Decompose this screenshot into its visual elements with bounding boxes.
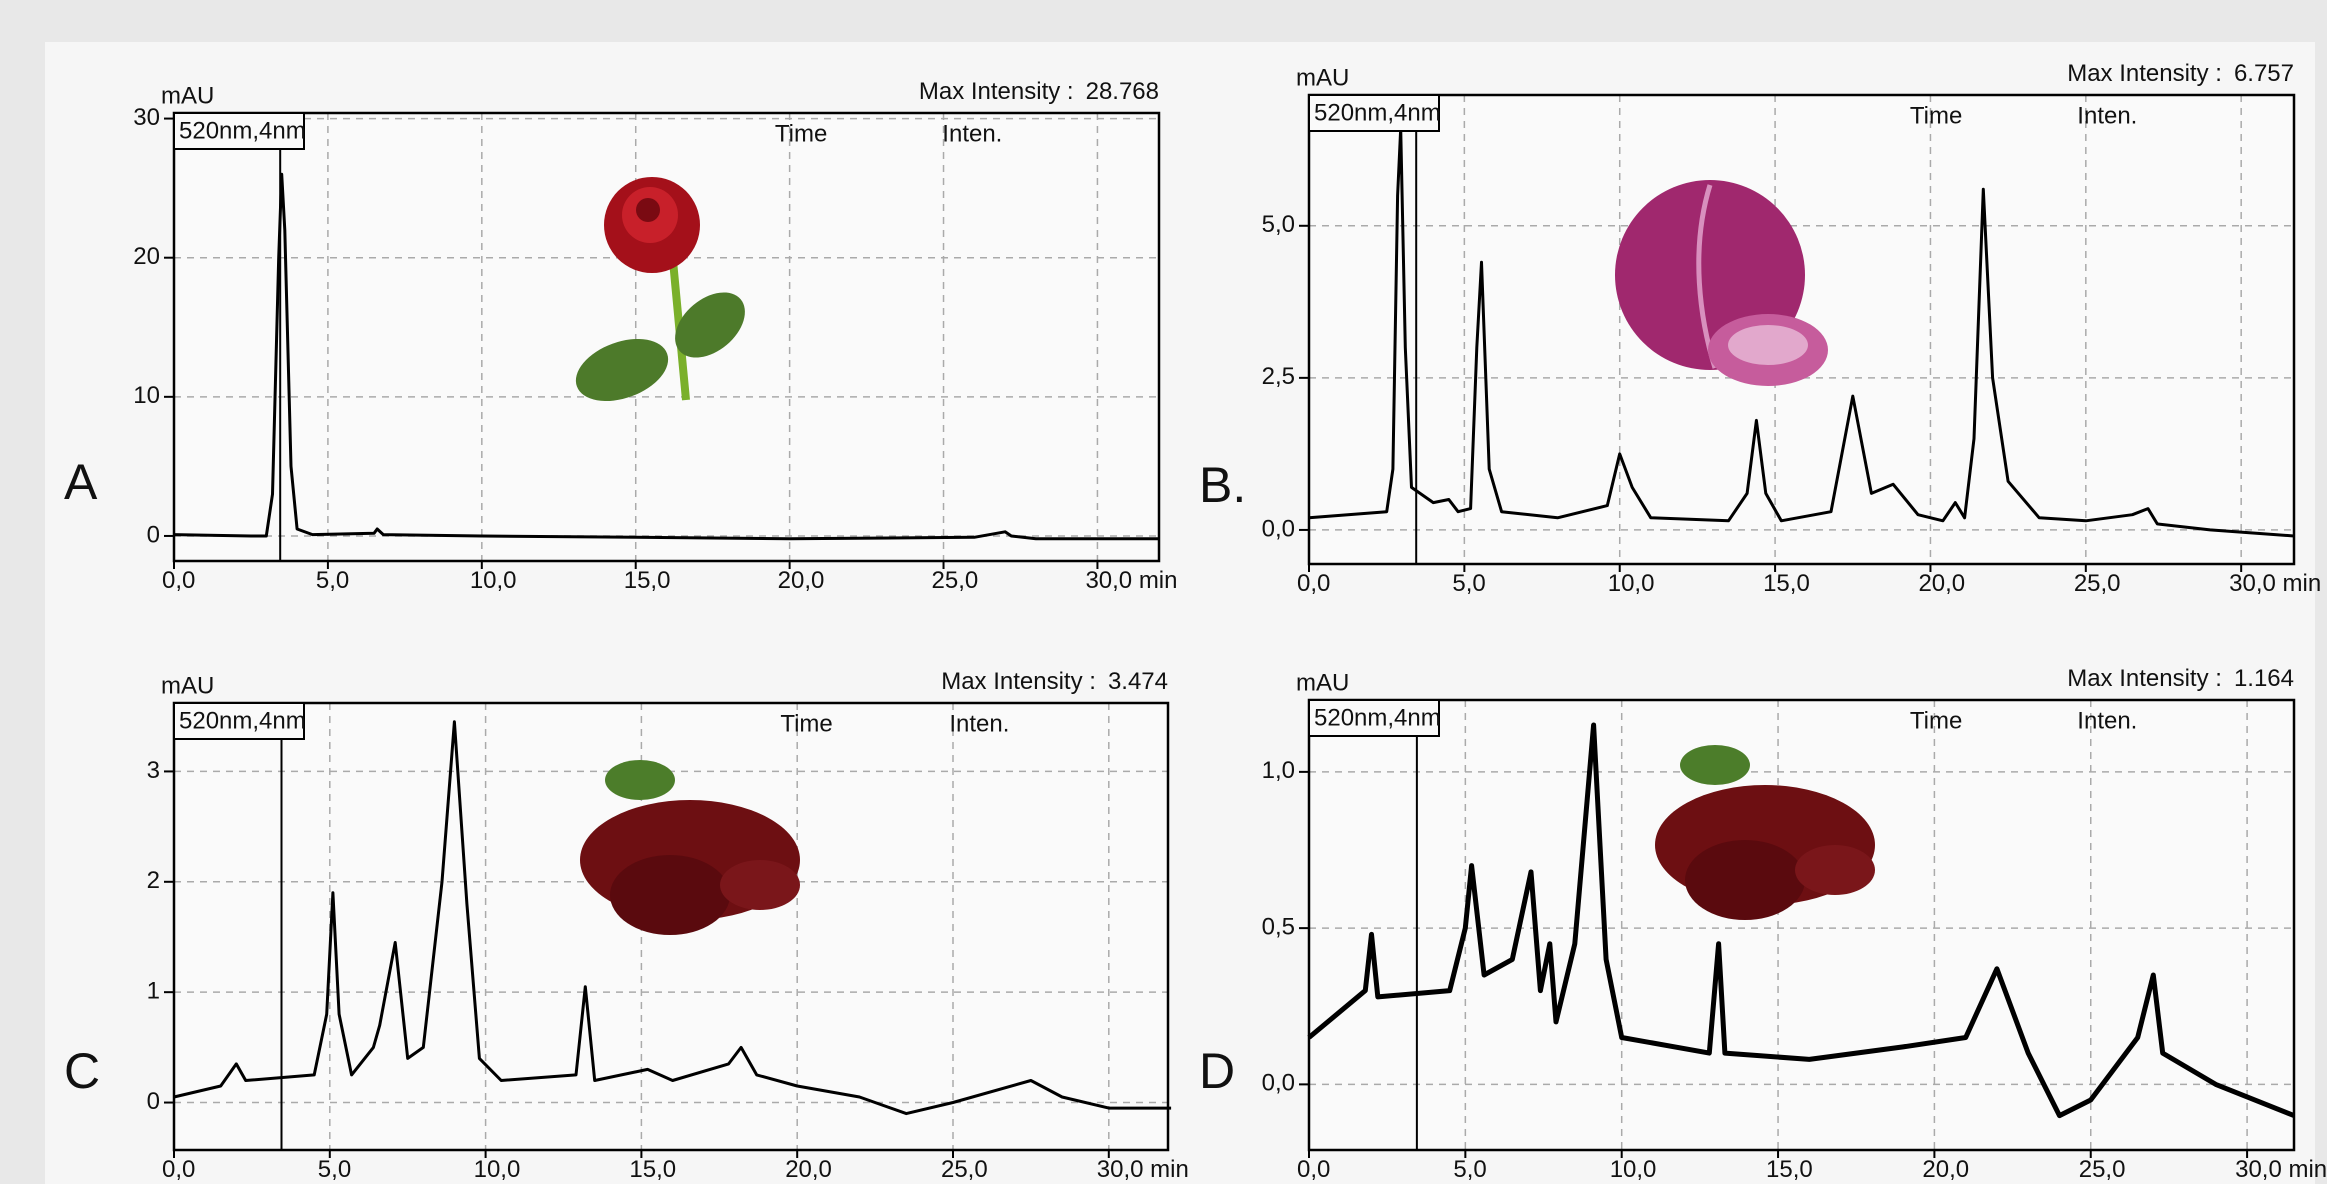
x-tick-label: 5,0 bbox=[316, 567, 349, 594]
max-intensity-value: 28.768 bbox=[1086, 78, 1159, 105]
x-tick-label: 10,0 bbox=[1610, 1156, 1657, 1183]
y-axis-label: mAU bbox=[1296, 669, 1349, 696]
wavelength-label: 520nm,4nm bbox=[179, 117, 306, 144]
chromatogram-panel: 0,0 0,5 1,0 0,0 5,0 10,0 15,0 20,0 25,0 30,0 min 5… bbox=[1199, 665, 2327, 1182]
max-intensity: Max Intensity : 6.757 bbox=[2067, 60, 2294, 87]
trace bbox=[1307, 722, 2295, 1119]
y-tick-label: 3 bbox=[147, 757, 160, 784]
max-intensity: Max Intensity : 1.164 bbox=[2067, 665, 2294, 692]
x-tick-label: 30,0 min bbox=[2229, 570, 2321, 597]
y-tick-label: 10 bbox=[133, 382, 160, 409]
wavelength-label: 520nm,4nm bbox=[179, 707, 306, 734]
plot-frame bbox=[172, 701, 1170, 1152]
plot-frame bbox=[1307, 698, 2296, 1152]
x-tick-label: 15,0 bbox=[629, 1156, 676, 1183]
panel-label: C bbox=[64, 1043, 100, 1099]
x-tick-label: 15,0 bbox=[1763, 570, 1810, 597]
wavelength-box bbox=[1308, 699, 1440, 737]
table-header: Inten. bbox=[949, 710, 1009, 737]
plot-frame bbox=[172, 111, 1161, 563]
y-tick-label: 1 bbox=[147, 978, 160, 1005]
plot-frame bbox=[1307, 93, 2296, 566]
x-tick-label: 25,0 bbox=[941, 1156, 988, 1183]
max-intensity-label: Max Intensity : bbox=[919, 78, 1074, 105]
x-tick-label: 20,0 bbox=[1922, 1156, 1969, 1183]
x-tick-label: 5,0 bbox=[318, 1156, 351, 1183]
y-tick-label: 2 bbox=[147, 867, 160, 894]
x-tick-label: 10,0 bbox=[474, 1156, 521, 1183]
cabbage-image bbox=[1615, 180, 1828, 386]
y-tick-label: 5,0 bbox=[1262, 211, 1295, 238]
trace bbox=[1308, 127, 2295, 538]
x-tick-label: 5,0 bbox=[1453, 1156, 1486, 1183]
y-tick-label: 0,5 bbox=[1262, 913, 1295, 940]
x-tick-label: 0,0 bbox=[1297, 570, 1330, 597]
panel-label: D bbox=[1199, 1043, 1235, 1099]
trace bbox=[173, 172, 1159, 541]
max-intensity-label: Max Intensity : bbox=[941, 668, 1096, 695]
y-tick-label: 2,5 bbox=[1262, 363, 1295, 390]
y-tick-label: 20 bbox=[133, 243, 160, 270]
y-tick-label: 0 bbox=[147, 521, 160, 548]
max-intensity-label: Max Intensity : bbox=[2067, 60, 2222, 87]
max-intensity-value: 1.164 bbox=[2234, 665, 2294, 692]
x-tick-label: 20,0 bbox=[778, 567, 825, 594]
x-tick-label: 30,0 min bbox=[1085, 567, 1177, 594]
table-header: Inten. bbox=[942, 120, 1002, 147]
chromatogram-panel: 0 1 2 3 0,0 5,0 10,0 15,0 20,0 25,0 30,0 min 520nm,… bbox=[64, 668, 1189, 1182]
illustrations bbox=[575, 177, 1875, 935]
x-tick-label: 0,0 bbox=[162, 1156, 195, 1183]
max-intensity: Max Intensity : 28.768 bbox=[919, 78, 1159, 105]
max-intensity-label: Max Intensity : bbox=[2067, 665, 2222, 692]
panel-label: B. bbox=[1199, 457, 1246, 513]
x-tick-label: 0,0 bbox=[1297, 1156, 1330, 1183]
max-intensity-value: 3.474 bbox=[1108, 668, 1168, 695]
y-tick-label: 0,0 bbox=[1262, 515, 1295, 542]
table-header: Inten. bbox=[2077, 707, 2137, 734]
table-header: Time bbox=[780, 710, 832, 737]
max-intensity: Max Intensity : 3.474 bbox=[941, 668, 1168, 695]
y-axis-label: mAU bbox=[161, 82, 214, 109]
x-tick-label: 30,0 min bbox=[1097, 1156, 1189, 1183]
plot-area bbox=[1309, 700, 2294, 1150]
y-tick-label: 30 bbox=[133, 104, 160, 131]
x-tick-label: 30,0 min bbox=[2235, 1156, 2327, 1183]
x-tick-label: 25,0 bbox=[2079, 1156, 2126, 1183]
chromatogram-panel: 0 10 20 30 0,0 5,0 10,0 15,0 20,0 25,0 30,0 min 520… bbox=[64, 78, 1178, 593]
rose-image bbox=[575, 177, 745, 402]
y-axis-label: mAU bbox=[1296, 64, 1349, 91]
wavelength-label: 520nm,4nm bbox=[1314, 704, 1441, 731]
wavelength-box bbox=[173, 702, 305, 740]
wavelength-label: 520nm,4nm bbox=[1314, 99, 1441, 126]
y-axis-label: mAU bbox=[161, 672, 214, 699]
panel-label: A bbox=[64, 454, 98, 510]
x-tick-label: 20,0 bbox=[1918, 570, 1965, 597]
table-header: Time bbox=[1910, 102, 1962, 129]
x-tick-label: 25,0 bbox=[932, 567, 979, 594]
table-header: Time bbox=[775, 120, 827, 147]
y-tick-label: 0 bbox=[147, 1088, 160, 1115]
grapes-image bbox=[580, 745, 1875, 935]
y-tick-label: 1,0 bbox=[1262, 757, 1295, 784]
y-tick-label: 0,0 bbox=[1262, 1070, 1295, 1097]
trace bbox=[173, 720, 1172, 1116]
x-tick-label: 10,0 bbox=[470, 567, 517, 594]
x-tick-label: 0,0 bbox=[162, 567, 195, 594]
wavelength-box bbox=[1308, 94, 1440, 132]
x-tick-label: 15,0 bbox=[624, 567, 671, 594]
x-tick-label: 10,0 bbox=[1608, 570, 1655, 597]
x-tick-label: 5,0 bbox=[1452, 570, 1485, 597]
x-tick-label: 15,0 bbox=[1766, 1156, 1813, 1183]
wavelength-box bbox=[173, 112, 305, 150]
table-header: Time bbox=[1910, 707, 1962, 734]
x-tick-label: 20,0 bbox=[785, 1156, 832, 1183]
max-intensity-value: 6.757 bbox=[2234, 60, 2294, 87]
x-tick-label: 25,0 bbox=[2074, 570, 2121, 597]
table-header: Inten. bbox=[2077, 102, 2137, 129]
